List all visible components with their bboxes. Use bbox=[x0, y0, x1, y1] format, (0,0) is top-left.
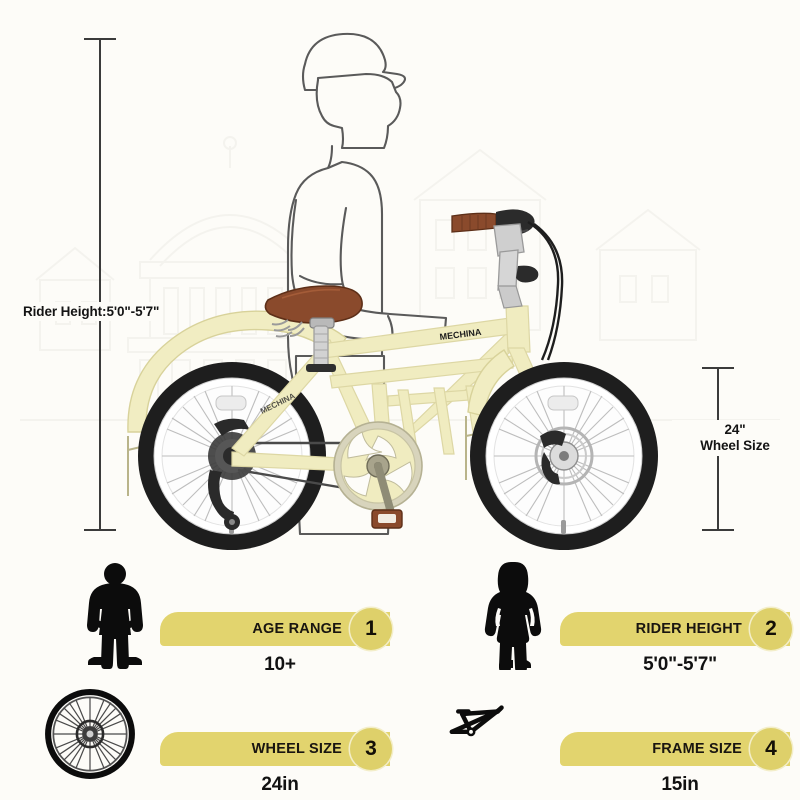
spec-badge-3: 3 bbox=[350, 728, 392, 770]
specifications-panel: AGE RANGE 1 10+ RIDER HEIGHT 2 bbox=[0, 560, 800, 800]
wheel-size-dimension-label: 24" Wheel Size bbox=[672, 420, 798, 456]
spec-label-rider-height: RIDER HEIGHT bbox=[635, 621, 742, 637]
man-standing-silhouette-icon bbox=[87, 563, 143, 669]
spec-cell-frame-size: FRAME SIZE 4 15in bbox=[400, 680, 800, 800]
saddle bbox=[264, 285, 363, 372]
spec-label-age-range: AGE RANGE bbox=[252, 621, 342, 637]
bicycle-wheel-icon bbox=[45, 689, 135, 779]
front-wheel bbox=[470, 362, 658, 550]
front-fender bbox=[467, 349, 515, 417]
spec-bar-wheel-size: WHEEL SIZE 3 bbox=[160, 728, 400, 770]
spec-label-wheel-size: WHEEL SIZE bbox=[251, 741, 342, 757]
wheel-size-dimension-value: 24" bbox=[724, 422, 746, 437]
spec-value-rider-height: 5'0"-5'7" bbox=[643, 654, 717, 675]
spec-badge-2: 2 bbox=[750, 608, 792, 650]
wheel-size-dimension-caption: Wheel Size bbox=[700, 438, 770, 453]
handlebar-assembly bbox=[451, 209, 564, 361]
spec-cell-wheel-size: WHEEL SIZE 3 24in bbox=[0, 680, 400, 800]
spec-value-age-range: 10+ bbox=[264, 654, 296, 675]
spec-cell-age-range: AGE RANGE 1 10+ bbox=[0, 560, 400, 680]
left-dimension-line bbox=[99, 38, 101, 530]
right-dimension-bottom-cap bbox=[702, 529, 734, 531]
spec-value-frame-size: 15in bbox=[661, 774, 699, 795]
spec-bar-frame-size: FRAME SIZE 4 bbox=[560, 728, 800, 770]
spec-bar-age-range: AGE RANGE 1 bbox=[160, 608, 400, 650]
rider-height-dimension-label: Rider Height:5'0"-5'7" bbox=[20, 302, 163, 321]
rear-fender bbox=[127, 310, 347, 433]
spec-label-frame-size: FRAME SIZE bbox=[652, 741, 742, 757]
spec-badge-1: 1 bbox=[350, 608, 392, 650]
crankset bbox=[333, 421, 423, 529]
spec-value-wheel-size: 24in bbox=[261, 774, 299, 795]
woman-standing-silhouette-icon bbox=[484, 562, 542, 670]
left-dimension-bottom-cap bbox=[84, 529, 116, 531]
bicycle-frame-icon bbox=[449, 705, 504, 737]
spec-cell-rider-height: RIDER HEIGHT 2 5'0"-5'7" bbox=[400, 560, 800, 680]
bicycle-illustration: MECHINA MECHINA bbox=[127, 32, 658, 550]
spec-badge-4: 4 bbox=[750, 728, 792, 770]
spec-bar-rider-height: RIDER HEIGHT 2 bbox=[560, 608, 800, 650]
